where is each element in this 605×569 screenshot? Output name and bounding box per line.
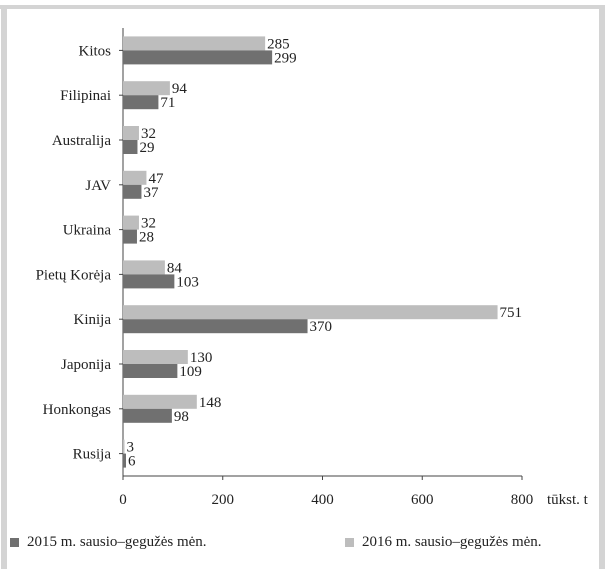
- legend-item-2015: 2015 m. sausio–gegužės mėn.: [10, 534, 207, 551]
- bar-2016-honkongas: [123, 394, 197, 409]
- category-label-pietu-koreja: Pietų Korėja: [36, 267, 112, 283]
- value-label-2015-australija: 29: [139, 140, 154, 156]
- category-label-honkongas: Honkongas: [43, 402, 111, 418]
- bar-2015-pietu-koreja: [123, 274, 175, 289]
- value-label-2016-ukraina: 32: [141, 216, 156, 232]
- bar-2016-kitos: [123, 36, 266, 51]
- bar-2015-kinija: [123, 319, 308, 334]
- x-axis-unit-label: tūkst. t: [547, 492, 589, 508]
- legend-swatch-2016: [345, 538, 354, 547]
- value-label-2016-jav: 47: [148, 171, 164, 187]
- legend-label-2016: 2016 m. sausio–gegužės mėn.: [362, 534, 542, 550]
- value-label-2015-jav: 37: [143, 185, 159, 201]
- bar-2016-ukraina: [123, 215, 139, 230]
- bar-2016-pietu-koreja: [123, 260, 165, 275]
- category-label-kitos: Kitos: [78, 43, 111, 59]
- value-label-2016-australija: 32: [141, 126, 156, 142]
- value-label-2015-rusija: 6: [128, 454, 136, 470]
- category-label-rusija: Rusija: [73, 447, 112, 463]
- bar-2015-ukraina: [123, 229, 137, 244]
- category-label-filipinai: Filipinai: [60, 88, 111, 104]
- bar-2016-kinija: [123, 305, 498, 320]
- bar-2015-filipinai: [123, 95, 159, 110]
- value-label-2015-kinija: 370: [310, 319, 333, 335]
- value-label-2016-rusija: 3: [126, 440, 134, 456]
- category-label-jav: JAV: [85, 178, 111, 194]
- bar-2015-jav: [123, 184, 142, 199]
- x-tick-label-200: 200: [212, 492, 235, 508]
- category-label-ukraina: Ukraina: [63, 223, 112, 239]
- bar-2016-japonija: [123, 350, 188, 364]
- category-label-kinija: Kinija: [74, 312, 112, 328]
- x-tick-label-400: 400: [311, 492, 334, 508]
- value-label-2015-japonija: 109: [179, 364, 202, 380]
- bar-2016-australija: [123, 126, 139, 140]
- value-label-2015-ukraina: 28: [139, 230, 154, 246]
- bar-2015-kitos: [123, 50, 273, 65]
- category-label-japonija: Japonija: [61, 357, 111, 373]
- value-label-2015-filipinai: 71: [160, 95, 175, 111]
- x-tick-label-0: 0: [119, 492, 127, 508]
- value-label-2016-kinija: 751: [500, 305, 523, 321]
- value-label-2016-honkongas: 148: [199, 395, 222, 411]
- bar-2016-rusija: [123, 439, 125, 454]
- bar-2016-jav: [123, 170, 147, 185]
- value-label-2015-honkongas: 98: [174, 409, 189, 425]
- bar-2015-rusija: [123, 453, 126, 468]
- legend-swatch-2015: [10, 538, 19, 547]
- value-label-2016-pietu-koreja: 84: [167, 260, 183, 276]
- bar-2015-japonija: [123, 364, 178, 378]
- legend-label-2015: 2015 m. sausio–gegužės mėn.: [27, 534, 207, 550]
- value-label-2015-kitos: 299: [274, 50, 297, 66]
- value-label-2016-kitos: 285: [267, 36, 290, 52]
- value-label-2016-filipinai: 94: [172, 81, 188, 97]
- legend-item-2016: 2016 m. sausio–gegužės mėn.: [345, 534, 542, 551]
- bar-2015-australija: [123, 140, 138, 154]
- x-tick-label-800: 800: [511, 492, 534, 508]
- bar-2015-honkongas: [123, 408, 172, 423]
- x-tick-label-600: 600: [411, 492, 434, 508]
- category-label-australija: Australija: [52, 133, 111, 149]
- bar-2016-filipinai: [123, 81, 170, 96]
- value-label-2016-japonija: 130: [190, 350, 213, 366]
- value-label-2015-pietu-koreja: 103: [176, 274, 199, 290]
